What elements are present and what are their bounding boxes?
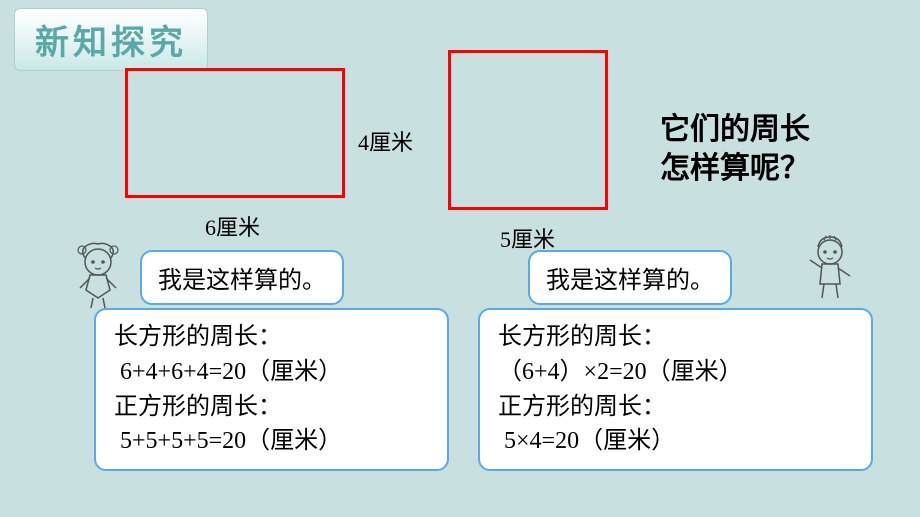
question-line1: 它们的周长: [660, 110, 810, 149]
rect-width-label: 6厘米: [205, 210, 260, 242]
calc-right-line2: （6+4）×2=20（厘米）: [498, 355, 853, 390]
calc-right-line4: 5×4=20（厘米）: [498, 424, 853, 459]
calc-left-line4: 5+5+5+5=20（厘米）: [114, 424, 429, 459]
question-text: 它们的周长 怎样算呢？: [660, 110, 810, 188]
calc-right-line1: 长方形的周长：: [498, 320, 853, 355]
calculation-box-right: 长方形的周长： （6+4）×2=20（厘米） 正方形的周长： 5×4=20（厘米…: [478, 308, 873, 471]
rectangle-shape: [125, 68, 345, 198]
calc-left-line3: 正方形的周长：: [114, 390, 429, 425]
question-line2: 怎样算呢？: [660, 149, 810, 188]
girl-character-icon: [68, 240, 128, 310]
calculation-box-left: 长方形的周长： 6+4+6+4=20（厘米） 正方形的周长： 5+5+5+5=2…: [94, 308, 449, 471]
title-badge: 新知探究: [14, 8, 208, 71]
calc-right-line3: 正方形的周长：: [498, 390, 853, 425]
rect-height-label: 4厘米: [358, 125, 413, 157]
speech-bubble-left: 我是这样算的。: [140, 250, 344, 305]
calc-left-line1: 长方形的周长：: [114, 320, 429, 355]
calc-left-line2: 6+4+6+4=20（厘米）: [114, 355, 429, 390]
boy-character-icon: [800, 232, 860, 302]
square-shape: [448, 50, 608, 210]
speech-bubble-right: 我是这样算的。: [528, 250, 732, 305]
